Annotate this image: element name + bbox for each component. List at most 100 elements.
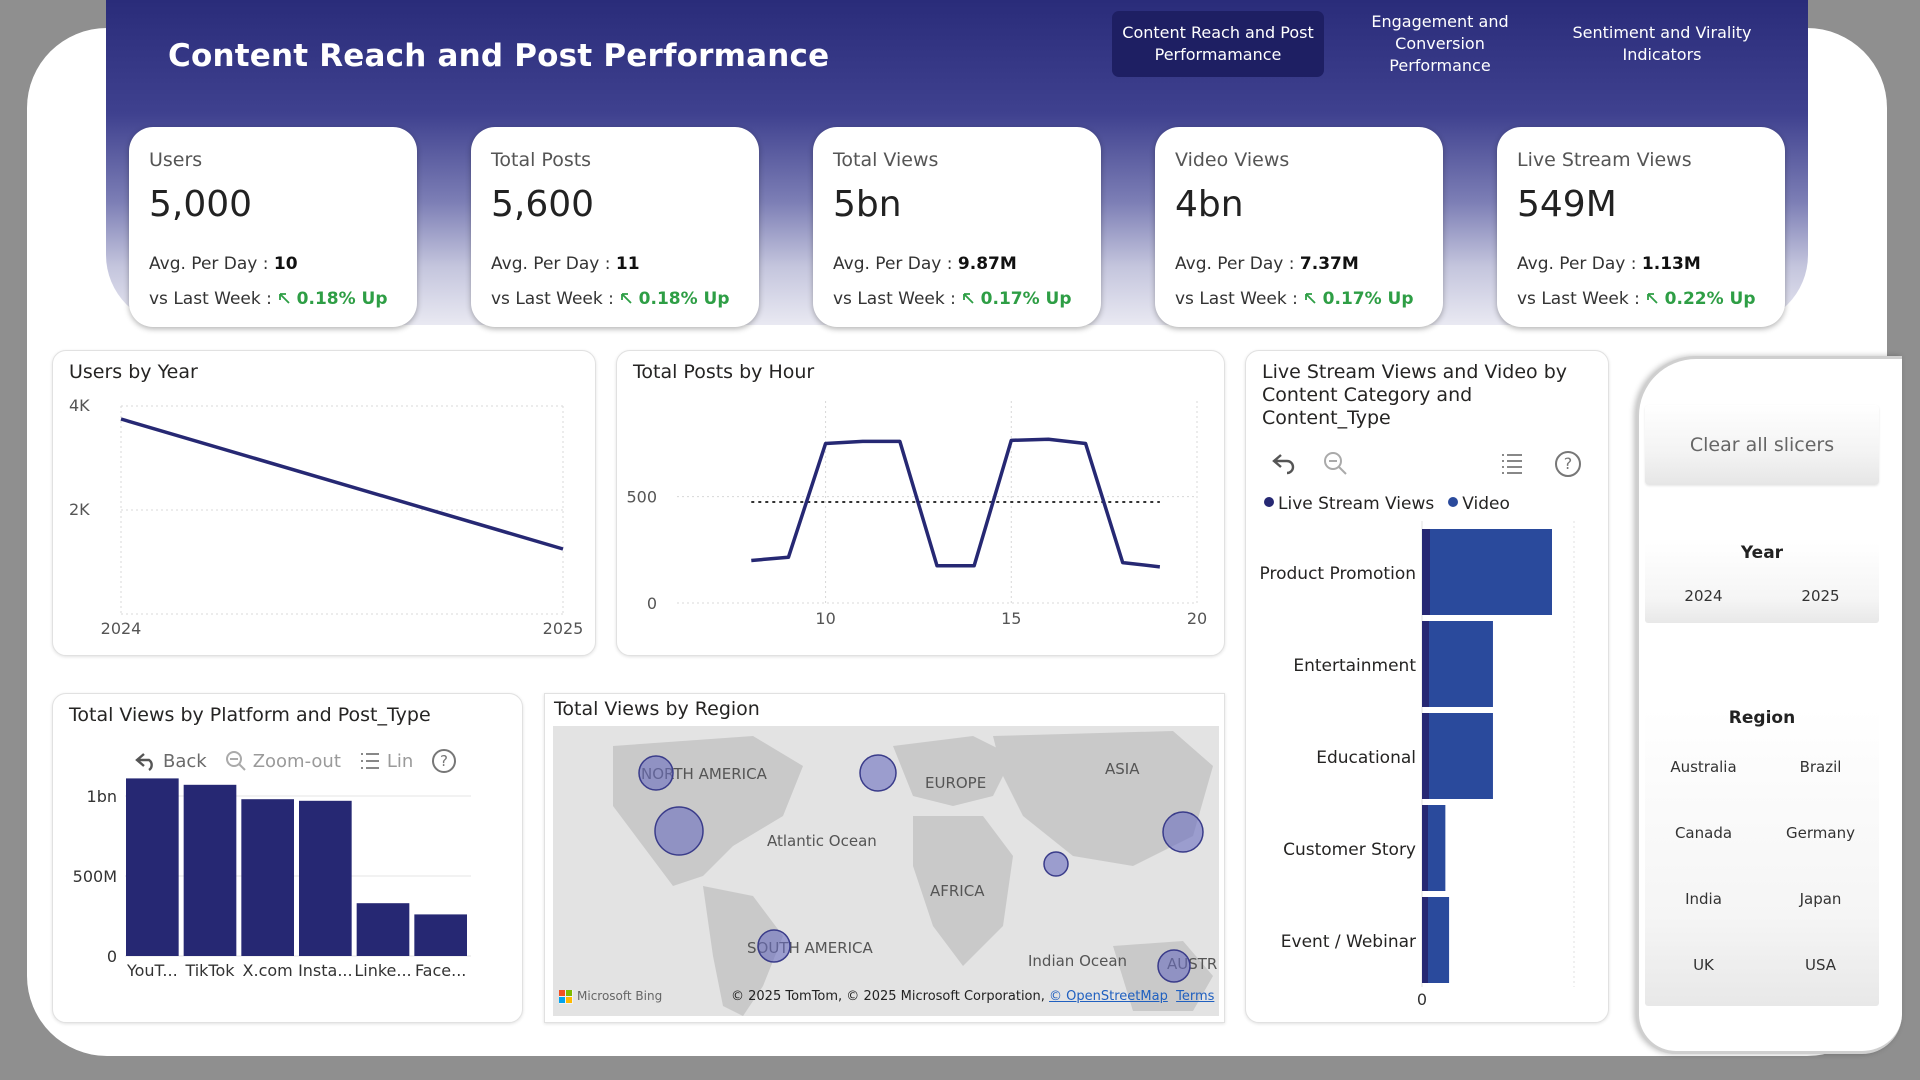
kpi-avg-value: 10 — [273, 254, 298, 274]
drill-up-icon[interactable] — [1271, 451, 1297, 475]
tab-engagement[interactable]: Engagement and Conversion Performance — [1371, 12, 1509, 75]
y-tick-label: 500M — [73, 867, 117, 886]
video-bar[interactable] — [1428, 805, 1446, 891]
category-label: Product Promotion — [1260, 564, 1416, 584]
legend-dot — [1264, 497, 1274, 507]
region-option-canada[interactable]: Canada — [1674, 824, 1733, 842]
year-option-2025[interactable]: 2025 — [1801, 587, 1840, 605]
live-stream-bar[interactable] — [1422, 621, 1429, 707]
list-icon[interactable] — [1500, 452, 1524, 474]
zoom-out-button[interactable]: Zoom-out — [225, 750, 341, 772]
kpi-value: 5,000 — [149, 184, 253, 225]
x-tick-label: 20 — [1187, 609, 1207, 628]
kpi-wk-label: vs Last Week : — [833, 289, 956, 309]
map-region-label: AFRICA — [930, 882, 985, 900]
kpi-avg-label: Avg. Per Day : — [149, 254, 269, 274]
legend-item-live-stream[interactable]: Live Stream Views — [1264, 494, 1434, 514]
kpi-label: Total Posts — [491, 149, 592, 171]
list-view-button[interactable]: Lin — [359, 751, 413, 772]
legend-dot — [1448, 497, 1459, 507]
back-label: Back — [163, 750, 207, 772]
region-bubble[interactable] — [859, 754, 897, 792]
kpi-avg-value: 9.87M — [957, 254, 1017, 274]
legend-item-video[interactable]: Video — [1448, 494, 1510, 514]
help-icon[interactable]: ? — [431, 748, 457, 774]
year-option-2024[interactable]: 2024 — [1684, 587, 1723, 605]
platform-bar[interactable] — [183, 784, 237, 956]
terms-link[interactable]: Terms — [1176, 989, 1215, 1004]
kpi-value: 5bn — [833, 184, 902, 225]
kpi-vs-last-week: vs Last Week : 0.22% Up — [1517, 289, 1756, 309]
live-stream-bar[interactable] — [1422, 529, 1430, 615]
region-bubble[interactable] — [1162, 811, 1204, 853]
region-option-australia[interactable]: Australia — [1670, 758, 1737, 776]
x-tick-label: 2025 — [543, 619, 584, 638]
region-bubble[interactable] — [757, 929, 791, 963]
kpi-card: Total Views 5bn Avg. Per Day : 9.87M vs Las… — [813, 127, 1101, 327]
views-by-region-title: Total Views by Region — [554, 698, 760, 720]
platform-bar[interactable] — [299, 800, 352, 956]
y-tick-label: 1bn — [87, 787, 117, 806]
zoom-out-icon[interactable] — [1323, 451, 1349, 477]
region-option-india[interactable]: India — [1685, 890, 1722, 908]
region-option-uk[interactable]: UK — [1693, 956, 1714, 974]
region-option-usa[interactable]: USA — [1804, 956, 1837, 974]
kpi-card: Video Views 4bn Avg. Per Day : 7.37M vs Las… — [1155, 127, 1443, 327]
osm-link[interactable]: © OpenStreetMap — [1049, 989, 1168, 1004]
map-attribution — [559, 990, 573, 1004]
x-tick-label: 10 — [815, 609, 835, 628]
x-tick-label: 2024 — [101, 619, 142, 638]
views-by-platform-title: Total Views by Platform and Post_Type — [69, 704, 431, 726]
kpi-avg-per-day: Avg. Per Day : 11 — [491, 254, 640, 274]
video-bar[interactable] — [1430, 529, 1552, 615]
kpi-avg-value: 1.13M — [1641, 254, 1701, 274]
kpi-wk-label: vs Last Week : — [1175, 289, 1298, 309]
kpi-card: Users 5,000 Avg. Per Day : 10 vs Last Week … — [129, 127, 417, 327]
region-bubble[interactable] — [1043, 851, 1069, 877]
kpi-wk-label: vs Last Week : — [149, 289, 272, 309]
kpi-wk-label: vs Last Week : — [491, 289, 614, 309]
legend-label: Video — [1462, 494, 1510, 514]
kpi-change: 0.17% Up — [1322, 289, 1414, 309]
video-bar[interactable] — [1429, 713, 1493, 799]
platform-bar[interactable] — [241, 799, 294, 956]
clear-slicers-button[interactable]: Clear all slicers — [1645, 405, 1879, 485]
kpi-vs-last-week: vs Last Week : 0.17% Up — [1175, 289, 1414, 309]
tab-sentiment[interactable]: Sentiment and Virality Indicators — [1572, 23, 1752, 64]
region-option-brazil[interactable]: Brazil — [1799, 758, 1842, 776]
region-option-germany[interactable]: Germany — [1786, 824, 1855, 842]
views-by-region-panel: Total Views by Region NORTH AMERICA EUROP… — [544, 693, 1225, 1023]
map-provider-label: Microsoft Bing — [577, 989, 663, 1003]
platform-bar[interactable] — [356, 903, 410, 956]
region-bubble[interactable] — [654, 806, 704, 856]
list-label: Lin — [386, 750, 414, 772]
category-label: Educational — [1316, 748, 1416, 768]
video-bar[interactable] — [1428, 897, 1450, 983]
help-icon[interactable]: ? — [1554, 450, 1582, 478]
live-stream-bar[interactable] — [1422, 713, 1429, 799]
map-region-label: Atlantic Ocean — [767, 832, 877, 850]
views-by-platform-chart: 0 500M 1bn YouT... TikTok X.com Insta... Linke.… — [73, 778, 471, 980]
map-land — [613, 731, 1213, 1016]
x-tick-label: YouT... — [126, 961, 178, 980]
kpi-value: 4bn — [1175, 184, 1244, 225]
video-bar[interactable] — [1429, 621, 1493, 707]
kpi-vs-last-week: vs Last Week : 0.17% Up — [833, 289, 1072, 309]
live-stream-bar[interactable] — [1422, 805, 1428, 891]
platform-bar[interactable] — [414, 914, 467, 956]
region-slicer: Region Australia Brazil Canada Germany I… — [1645, 708, 1879, 1006]
posts-line[interactable] — [751, 437, 1161, 569]
users-by-year-panel: Users by Year 2K 4K 2024 2025 — [52, 350, 596, 656]
kpi-avg-per-day: Avg. Per Day : 1.13M — [1517, 254, 1701, 274]
platform-bar[interactable] — [126, 778, 179, 956]
region-bubble[interactable] — [638, 755, 674, 791]
region-bubble[interactable] — [1157, 949, 1191, 983]
kpi-avg-label: Avg. Per Day : — [833, 254, 953, 274]
users-line[interactable] — [120, 417, 564, 551]
tab-content-reach[interactable]: Content Reach and Post Performamance — [1112, 11, 1324, 77]
region-option-japan[interactable]: Japan — [1799, 890, 1842, 908]
back-button[interactable]: Back — [135, 751, 207, 772]
y-tick-label: 2K — [69, 500, 90, 519]
live-stream-bar[interactable] — [1422, 897, 1428, 983]
